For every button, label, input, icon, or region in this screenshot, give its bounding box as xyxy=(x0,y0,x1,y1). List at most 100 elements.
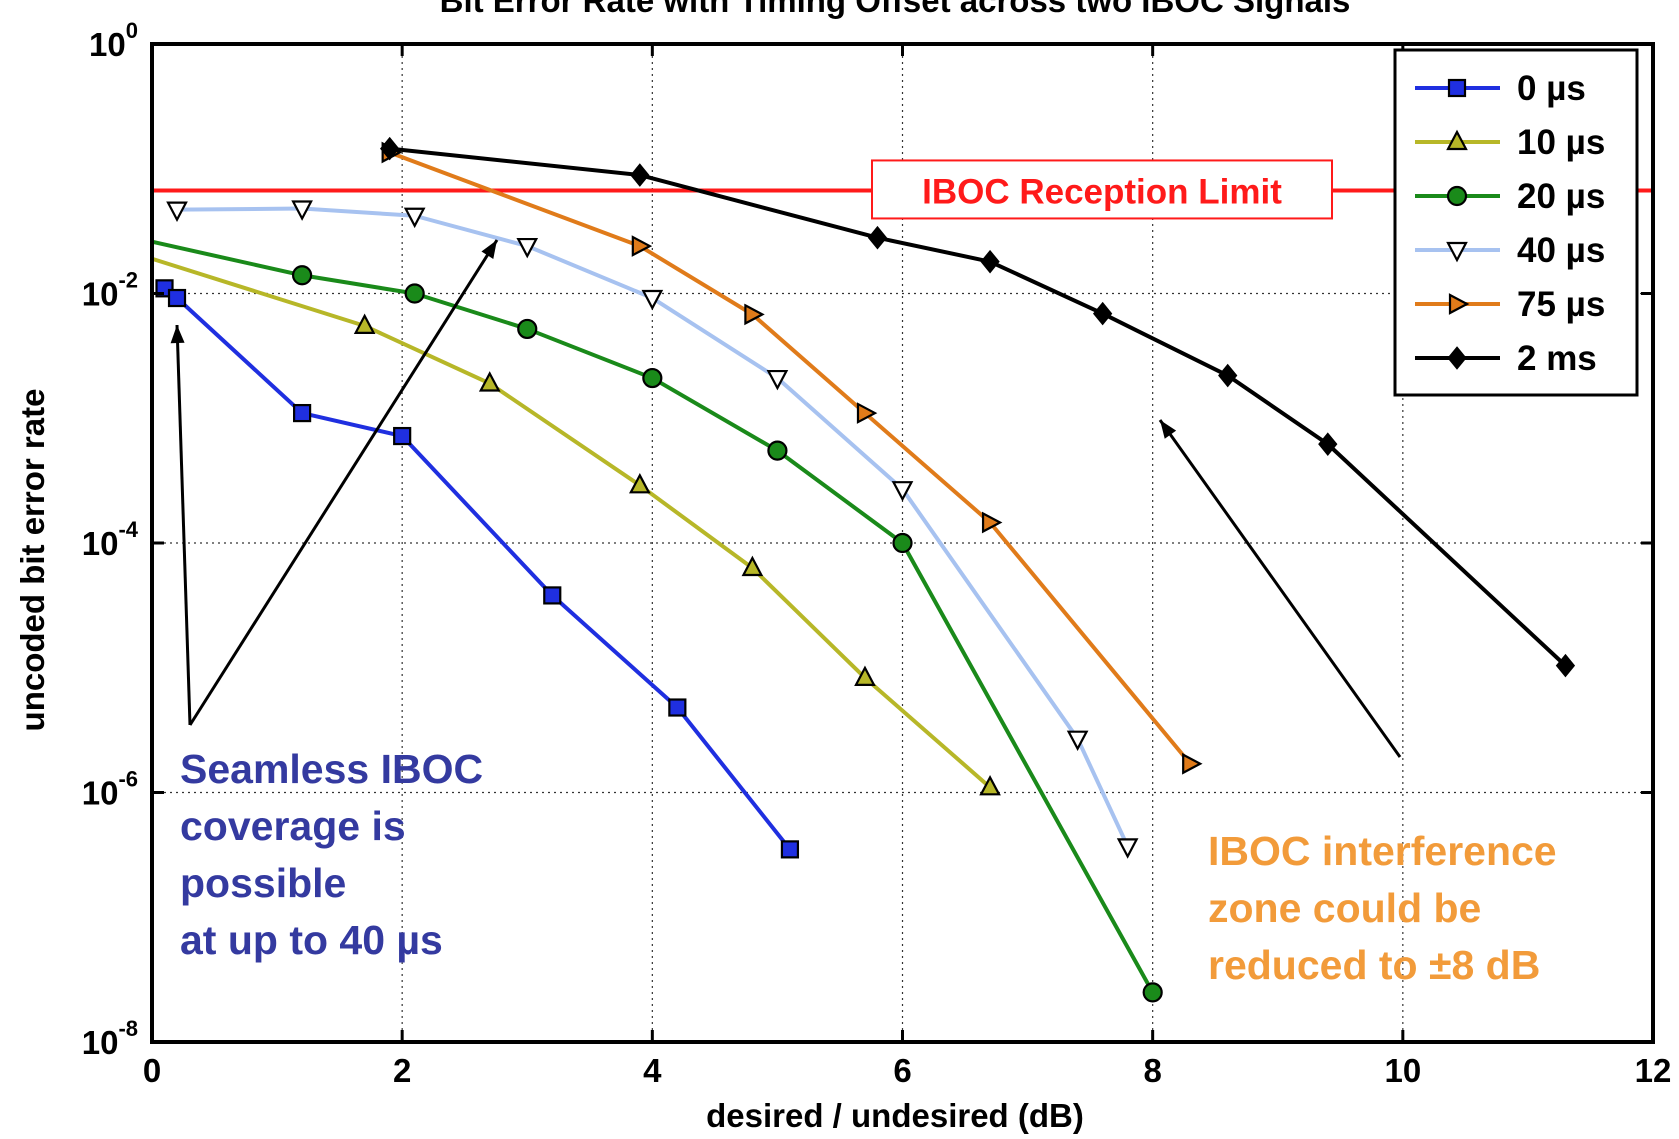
data-point xyxy=(1182,752,1203,775)
y-tick-label: 10-2 xyxy=(82,268,138,313)
data-point xyxy=(979,774,1001,796)
reception-limit: IBOC Reception Limit xyxy=(152,159,1653,220)
annotation-text: IBOC interference zone could be reduced to… xyxy=(1208,828,1557,988)
data-point xyxy=(780,840,800,859)
data-point xyxy=(292,265,313,286)
data-point xyxy=(892,532,913,554)
annotation-arrowhead xyxy=(1160,420,1177,439)
annotation-line: reduced to ±8 dB xyxy=(1208,942,1540,988)
legend-entry: 20 µs xyxy=(1415,177,1605,216)
tick-labels: 0 2 4 6 8 10 12 100 10-2 10-4 10-6 10-8 xyxy=(82,18,1672,1089)
annotation-line: Seamless IBOC xyxy=(180,746,483,792)
data-point xyxy=(1446,241,1468,263)
annotations: Seamless IBOC coverage is possible at up to… xyxy=(180,746,1557,988)
data-point xyxy=(380,136,400,161)
data-point xyxy=(642,367,663,389)
data-point xyxy=(517,318,538,340)
data-point xyxy=(478,371,501,392)
annotation-arrows xyxy=(170,239,1402,758)
data-point xyxy=(1142,982,1163,1003)
y-tick-label: 10-8 xyxy=(82,1016,138,1061)
y-tick-label: 10-6 xyxy=(82,767,138,812)
data-point xyxy=(1448,293,1470,315)
y-tick-label: 100 xyxy=(89,18,138,63)
series-0-s xyxy=(155,279,800,859)
legend-label: 75 µs xyxy=(1517,285,1605,324)
legend-label: 40 µs xyxy=(1517,231,1605,270)
data-point xyxy=(854,665,876,686)
data-point xyxy=(1318,432,1338,456)
legend-label: 10 µs xyxy=(1517,123,1605,162)
annotation-line: at up to 40 µs xyxy=(180,917,443,963)
data-point xyxy=(1092,301,1113,326)
data-point xyxy=(980,249,1000,274)
legend-entry: 40 µs xyxy=(1415,231,1605,270)
data-point xyxy=(641,289,664,311)
x-tick-label: 0 xyxy=(143,1052,161,1089)
series-2-ms xyxy=(380,136,1576,678)
reception-limit-label: IBOC Reception Limit xyxy=(922,172,1282,211)
data-point xyxy=(630,163,650,187)
data-point xyxy=(668,698,687,717)
data-point xyxy=(744,303,765,326)
legend-label: 0 µs xyxy=(1517,69,1586,108)
data-point xyxy=(631,235,653,257)
series-40-s xyxy=(166,200,1139,859)
data-point xyxy=(1446,185,1468,207)
x-tick-label: 2 xyxy=(393,1052,411,1089)
x-tick-label: 10 xyxy=(1384,1052,1421,1089)
series-line xyxy=(389,146,1567,668)
legend-entry: 75 µs xyxy=(1415,285,1605,324)
legend-entry: 2 ms xyxy=(1415,339,1597,378)
data-point xyxy=(1555,653,1576,678)
data-point xyxy=(1066,730,1089,752)
annotation-arrowhead xyxy=(170,325,185,344)
data-point xyxy=(291,200,313,221)
data-point xyxy=(1446,129,1468,151)
data-point xyxy=(1218,363,1238,388)
series-20-s xyxy=(151,239,1163,1003)
x-tick-label: 12 xyxy=(1635,1052,1672,1089)
data-point xyxy=(166,201,188,223)
legend-label: 2 ms xyxy=(1517,339,1597,378)
data-point xyxy=(543,586,562,605)
data-point xyxy=(767,440,788,461)
annotation-arrow xyxy=(175,324,192,726)
data-point xyxy=(167,288,187,308)
annotation-arrow xyxy=(188,239,499,726)
annotation-text: Seamless IBOC coverage is possible at up to… xyxy=(180,746,483,963)
data-point xyxy=(891,481,914,502)
legend-label: 20 µs xyxy=(1517,177,1605,216)
reception-limit-label-box xyxy=(871,159,1333,220)
legend-box xyxy=(1393,48,1639,397)
series-line xyxy=(388,150,1192,766)
data-point xyxy=(403,207,426,229)
data-point xyxy=(628,472,651,494)
data-point xyxy=(353,313,376,334)
annotation-line: possible xyxy=(180,860,346,906)
data-point xyxy=(741,555,764,577)
data-point xyxy=(867,225,888,250)
legend-entry: 0 µs xyxy=(1415,69,1586,108)
data-point xyxy=(404,283,425,304)
data-point xyxy=(856,402,878,424)
data-point xyxy=(1116,838,1139,859)
y-tick-label: 10-4 xyxy=(82,517,139,562)
series-line xyxy=(151,239,1155,994)
series-10-s xyxy=(151,256,1001,796)
series-group xyxy=(151,136,1576,1003)
y-axis-label: uncoded bit error rate xyxy=(14,389,51,732)
x-axis-label: desired / undesired (dB) xyxy=(706,1097,1084,1134)
chart-title: Bit Error Rate with Timing Offset across… xyxy=(440,0,1351,19)
data-point xyxy=(766,369,789,391)
data-point xyxy=(981,511,1003,534)
annotation-line: zone could be xyxy=(1208,885,1481,931)
annotation-line: coverage is xyxy=(180,803,406,849)
data-point xyxy=(393,426,412,446)
annotation-arrowhead xyxy=(481,240,497,259)
data-point xyxy=(293,403,312,423)
x-tick-label: 4 xyxy=(643,1052,662,1089)
data-point xyxy=(516,237,539,259)
data-point xyxy=(1447,346,1467,370)
